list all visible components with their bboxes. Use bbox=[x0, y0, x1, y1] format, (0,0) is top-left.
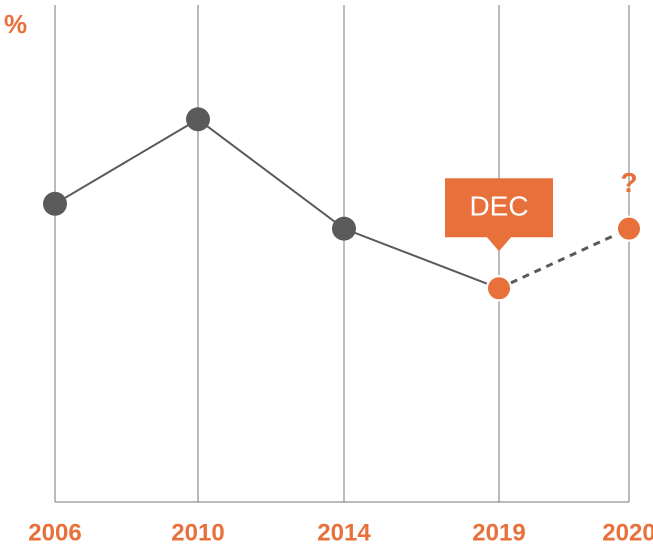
data-point bbox=[616, 215, 642, 242]
x-tick-label: 2006 bbox=[28, 519, 81, 546]
x-tick-label: 2010 bbox=[171, 519, 224, 546]
data-point bbox=[486, 275, 512, 302]
data-point bbox=[43, 191, 67, 216]
data-point bbox=[332, 216, 356, 241]
callout-label: DEC bbox=[469, 191, 528, 222]
callout-box bbox=[445, 178, 553, 252]
series-line bbox=[498, 227, 630, 290]
series-line bbox=[54, 118, 500, 290]
y-axis-label: % bbox=[4, 9, 27, 39]
x-tick-label: 2019 bbox=[472, 519, 525, 546]
x-tick-label: 2020 bbox=[602, 519, 653, 546]
x-tick-label: 2014 bbox=[317, 519, 371, 546]
annotation: ? bbox=[620, 167, 637, 198]
data-point bbox=[186, 107, 210, 132]
